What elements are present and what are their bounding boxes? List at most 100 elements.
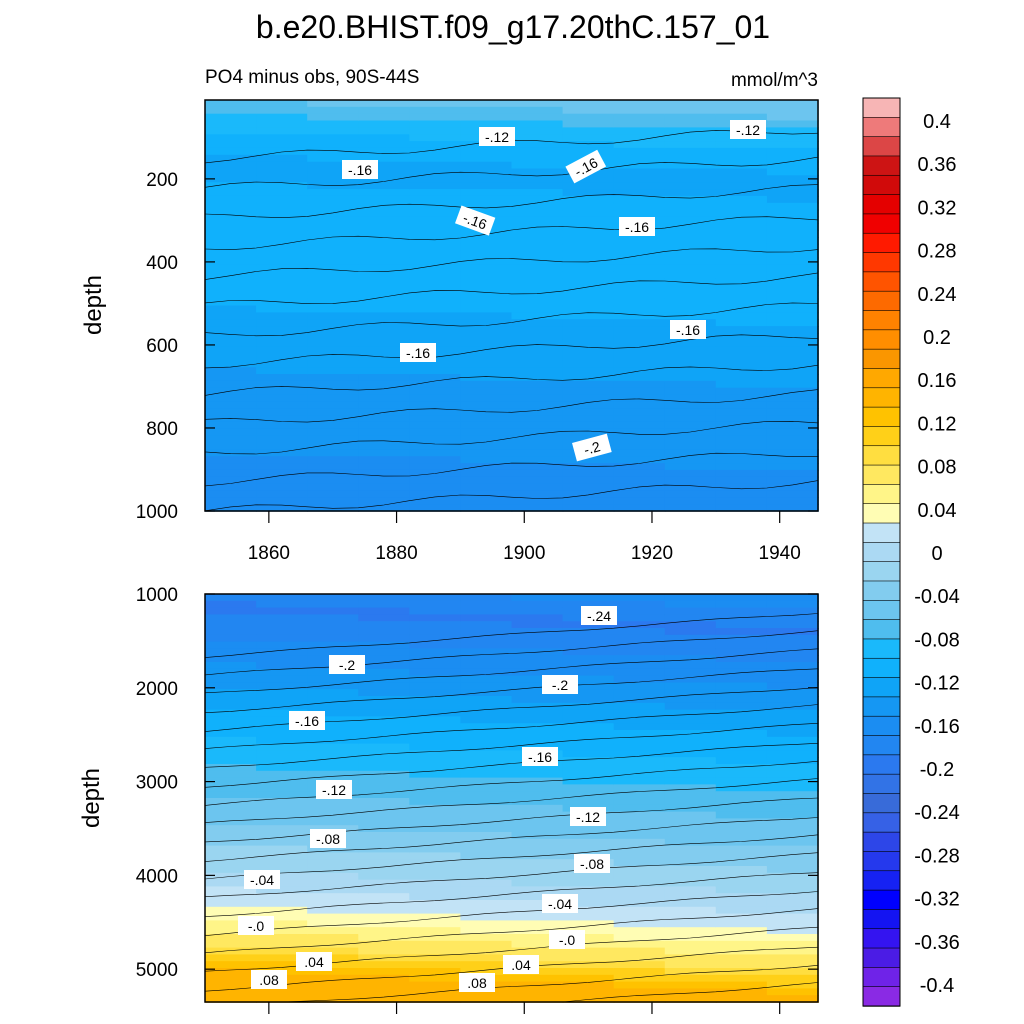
contour-fill-cell [562, 113, 615, 122]
contour-fill-cell [460, 988, 513, 996]
contour-fill-cell [256, 237, 308, 245]
contour-fill-cell [307, 394, 360, 403]
contour-fill-cell [358, 339, 411, 348]
contour-fill-cell [664, 852, 717, 860]
contour-fill-cell [766, 934, 819, 942]
colorbar-swatch [862, 986, 901, 1007]
contour-fill-cell [511, 634, 564, 643]
colorbar-swatch [862, 773, 901, 795]
contour-fill-cell [511, 709, 564, 718]
contour-fill-cell [205, 195, 257, 204]
contour-fill-cell [664, 798, 717, 806]
contour-fill-cell [562, 182, 615, 190]
contour-fill-cell [256, 346, 308, 355]
contour-fill-cell [715, 469, 768, 478]
contour-fill-cell [664, 736, 717, 745]
contour-fill-cell [766, 995, 819, 1003]
contour-fill-cell [460, 777, 513, 786]
contour-fill-cell [613, 469, 666, 478]
contour-fill-cell [205, 675, 257, 684]
contour-fill-cell [766, 655, 819, 663]
contour-fill-cell [409, 682, 462, 690]
contour-fill-cell [511, 682, 564, 690]
contour-fill-cell [511, 394, 564, 403]
contour-fill-cell [358, 189, 411, 197]
contour-fill-cell [409, 927, 462, 935]
contour-fill-cell [460, 940, 513, 949]
contour-fill-cell [715, 634, 768, 643]
contour-fill-cell [562, 757, 615, 765]
contour-fill-cell [664, 689, 717, 697]
contour-fill-cell [766, 223, 819, 231]
contour-label-background [574, 854, 610, 873]
contour-fill-cell [409, 463, 462, 471]
contour-fill-cell [562, 134, 615, 142]
contour-fill-cell [256, 202, 308, 211]
contour-fill-cell [715, 442, 768, 451]
contour-fill-cell [766, 168, 819, 177]
contour-fill-cell [766, 750, 819, 758]
contour-fill-cell [358, 716, 411, 724]
contour-fill-cell [256, 106, 308, 115]
contour-fill-cell [715, 777, 768, 786]
contour-fill-cell [358, 223, 411, 231]
contour-fill-cell [562, 648, 615, 656]
contour-fill-cell [307, 278, 360, 286]
contour-fill-cell [205, 401, 257, 409]
contour-fill-cell [409, 845, 462, 854]
contour-fill-cell [307, 968, 360, 976]
contour-fill-cell [664, 777, 717, 786]
colorbar-swatch [862, 715, 901, 737]
contour-fill-cell [409, 872, 462, 881]
contour-fill-cell [358, 804, 411, 813]
contour-fill-cell [307, 223, 360, 231]
contour-fill-cell [307, 483, 360, 492]
contour-fill-cell [358, 305, 411, 314]
contour-fill-cell [307, 852, 360, 860]
contour-fill-cell [715, 401, 768, 409]
contour-fill-cell [766, 175, 819, 183]
contour-fill-cell [256, 360, 308, 368]
contour-fill-cell [358, 995, 411, 1003]
contour-fill-cell [664, 682, 717, 690]
contour-fill-cell [715, 367, 768, 375]
contour-fill-cell [205, 408, 257, 416]
contour-fill-cell [358, 662, 411, 670]
contour-fill-cell [613, 168, 666, 177]
contour-fill-cell [460, 825, 513, 833]
contour-fill-cell [562, 250, 615, 259]
contour-label-text: -.12 [736, 122, 760, 138]
contour-fill-cell [511, 689, 564, 697]
upper-y-axis-label: depth [80, 275, 107, 335]
upper-subtitle-left: PO4 minus obs, 90S-44S [205, 67, 419, 88]
contour-line [204, 184, 819, 219]
contour-fill-cell [205, 504, 257, 512]
contour-fill-cell [307, 764, 360, 772]
contour-fill-cell [205, 954, 257, 962]
contour-fill-cell [409, 408, 462, 416]
contour-fill-cell [307, 682, 360, 690]
contour-fill-cell [715, 662, 768, 670]
contour-fill-cell [205, 257, 257, 266]
contour-fill-cell [205, 764, 257, 772]
contour-fill-cell [409, 394, 462, 403]
contour-fill-cell [715, 879, 768, 888]
contour-fill-cell [715, 264, 768, 272]
contour-fill-cell [664, 182, 717, 190]
contour-fill-cell [307, 954, 360, 962]
contour-fill-cell [256, 900, 308, 908]
contour-fill-cell [409, 634, 462, 643]
contour-fill-cell [511, 913, 564, 922]
contour-fill-cell [358, 312, 411, 320]
contour-fill-cell [766, 408, 819, 416]
contour-fill-cell [307, 367, 360, 375]
contour-fill-cell [664, 285, 717, 293]
contour-fill-cell [715, 594, 768, 602]
contour-fill-cell [613, 100, 666, 108]
contour-line [204, 480, 819, 512]
contour-fill-cell [613, 764, 666, 772]
contour-fill-cell [664, 154, 717, 163]
contour-fill-cell [205, 202, 257, 211]
lower-panel: -.24-.2-.2-.16-.16-.12-.12-.08-.08-.04-.… [78, 585, 819, 1014]
